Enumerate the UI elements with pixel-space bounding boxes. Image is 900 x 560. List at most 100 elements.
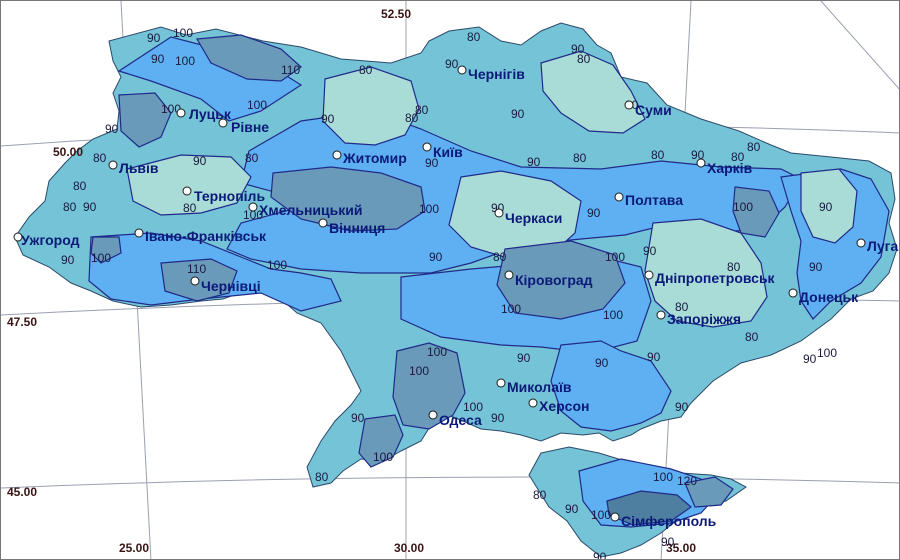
- isoline-label: 80: [577, 52, 591, 66]
- isoline-label: 90: [105, 122, 119, 136]
- isoline-label: 80: [747, 140, 761, 154]
- city-label-chernivtsi: Чернівці: [201, 278, 261, 294]
- isoline-label: 100: [243, 208, 263, 222]
- city-marker: [428, 410, 438, 420]
- isoline-label: 90: [643, 244, 657, 258]
- isoline-label: 120: [677, 474, 697, 488]
- isoline-label: 100: [247, 98, 267, 112]
- isoline-label: 80: [731, 150, 745, 164]
- isoline-label: 90: [151, 52, 165, 66]
- city-marker: [176, 108, 186, 118]
- isoline-label: 90: [527, 155, 541, 169]
- isoline-label: 80: [651, 148, 665, 162]
- level-80-zones: [126, 50, 858, 328]
- isoline-label: 100: [161, 102, 181, 116]
- isoline-label: 90: [565, 502, 579, 516]
- isoline-label: 80: [405, 111, 419, 125]
- isoline-label: 80: [315, 470, 329, 484]
- isoline-label: 100: [605, 250, 625, 264]
- isoline-label: 80: [245, 151, 259, 165]
- city-label-chernihiv: Чернігів: [468, 66, 525, 82]
- isoline-label: 90: [809, 260, 823, 274]
- city-marker: [318, 218, 328, 228]
- city-label-poltava: Полтава: [625, 192, 683, 208]
- city-marker: [696, 158, 706, 168]
- isoline-label: 100: [463, 400, 483, 414]
- city-label-ternopil: Тернопіль: [194, 188, 265, 204]
- isoline-label: 90: [675, 400, 689, 414]
- isoline-label: 100: [427, 345, 447, 359]
- isoline-label: 90: [61, 253, 75, 267]
- city-marker: [614, 192, 624, 202]
- city-label-donetsk: Донецьк: [799, 289, 859, 305]
- isoline-label: 90: [571, 42, 585, 56]
- city-label-kharkiv: Харків: [707, 160, 753, 176]
- isoline-label: 80: [533, 488, 547, 502]
- isoline-label: 100: [373, 450, 393, 464]
- city-label-kirovohrad: Кіровоград: [515, 272, 593, 288]
- city-marker: [218, 118, 228, 128]
- city-marker: [528, 398, 538, 408]
- city-label-khmelnytskyi: Хмельницький: [259, 202, 362, 218]
- city-label-lviv: Львів: [119, 160, 159, 176]
- isoline-label: 100: [409, 364, 429, 378]
- city-label-vinnytsia: Вінниця: [329, 220, 385, 236]
- isoline-label: 80: [675, 300, 689, 314]
- city-marker: [610, 512, 620, 522]
- city-marker: [134, 228, 144, 238]
- isoline-label: 100: [501, 302, 521, 316]
- isoline-label: 100: [91, 251, 111, 265]
- isoline-label: 80: [93, 151, 107, 165]
- isoline-label: 90: [351, 411, 365, 425]
- isoline-label: 100: [733, 200, 753, 214]
- city-labels: Ужгород Львів Луцьк Рівне Тернопіль Іван…: [21, 66, 898, 529]
- city-marker: [496, 378, 506, 388]
- isoline-label: 90: [593, 550, 607, 560]
- city-label-rivne: Рівне: [231, 119, 269, 135]
- city-marker: [332, 150, 342, 160]
- isoline-label: 90: [587, 206, 601, 220]
- isoline-label: 100: [603, 308, 623, 322]
- isoline-label: 100: [175, 54, 195, 68]
- isoline-label: 80: [573, 151, 587, 165]
- isoline-label: 90: [661, 535, 675, 549]
- city-label-lutsk: Луцьк: [189, 106, 232, 122]
- city-marker: [856, 238, 866, 248]
- city-marker: [788, 288, 798, 298]
- city-label-simferopol: Сімферополь: [621, 513, 717, 529]
- isoline-label: 110: [187, 262, 206, 276]
- city-marker: [494, 208, 504, 218]
- city-marker: [108, 160, 118, 170]
- isoline-label: 80: [727, 260, 741, 274]
- city-marker: [644, 270, 654, 280]
- isoline-label: 100: [267, 258, 287, 272]
- city-label-sumy: Суми: [635, 102, 672, 118]
- isoline-label: 100: [173, 26, 193, 40]
- isoline-label: 80: [745, 330, 759, 344]
- city-label-dnipropetrovsk: Дніпропетровськ: [655, 270, 776, 286]
- level-110-zones: [90, 34, 780, 508]
- city-label-cherkasy: Черкаси: [505, 210, 562, 226]
- isoline-label: 90: [803, 352, 817, 366]
- isoline-label: 80: [73, 179, 87, 193]
- city-label-odesa: Одеса: [439, 412, 482, 428]
- city-marker: [182, 186, 192, 196]
- isoline-label: 90: [425, 156, 439, 170]
- lon-label-30: 30.00: [394, 541, 424, 555]
- isoline-label: 90: [819, 200, 833, 214]
- city-label-uzhhorod: Ужгород: [21, 232, 80, 248]
- lon-label-25: 25.00: [119, 541, 149, 555]
- isoline-label: 90: [147, 31, 161, 45]
- city-label-mykolaiv: Миколаїв: [507, 379, 572, 395]
- isoline-labels: 90 100 100 90 110 80 80 90 100 100 90 80…: [61, 26, 837, 560]
- city-marker: [624, 100, 634, 110]
- isoline-label: 90: [511, 107, 525, 121]
- lat-label-45: 45.00: [7, 485, 37, 499]
- city-label-luhansk: Луга: [867, 238, 898, 254]
- isoline-label: 90: [517, 351, 531, 365]
- isoline-label: 100: [591, 508, 611, 522]
- lat-label-47-50: 47.50: [7, 315, 37, 329]
- isoline-label: 110: [281, 63, 300, 77]
